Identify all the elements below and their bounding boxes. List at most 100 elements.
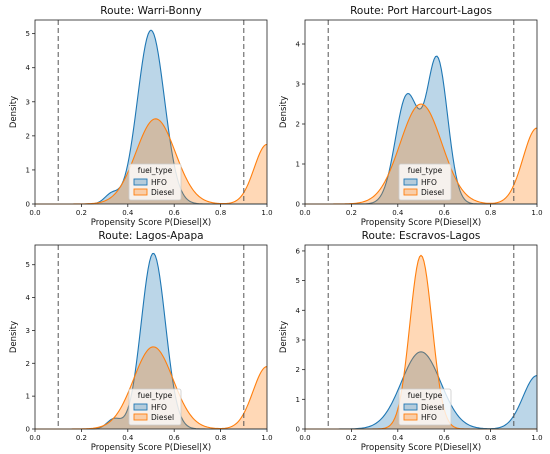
legend-label-hfo: HFO xyxy=(421,413,437,422)
panel-title: Route: Lagos-Apapa xyxy=(98,230,203,242)
legend-swatch-hfo xyxy=(403,178,418,186)
y-tick-label: 3 xyxy=(296,336,300,344)
y-tick-label: 2 xyxy=(26,132,30,140)
legend-label-hfo: HFO xyxy=(421,178,437,187)
x-tick-label: 0.8 xyxy=(485,434,496,442)
y-tick-label: 0 xyxy=(296,201,300,209)
y-tick-label: 3 xyxy=(296,81,300,89)
legend-box xyxy=(398,388,452,426)
y-tick-label: 5 xyxy=(26,30,30,38)
x-tick-label: 0.8 xyxy=(485,209,496,217)
plot-frame xyxy=(304,19,538,205)
y-tick-label: 0 xyxy=(296,426,300,434)
y-axis-label: Density xyxy=(279,321,289,353)
x-axis-label: Propensity Score P(Diesel|X) xyxy=(361,443,481,453)
x-tick-label: 0.4 xyxy=(392,434,404,442)
density-area-diesel xyxy=(35,118,267,204)
y-tick-label: 4 xyxy=(296,307,301,315)
y-tick-label: 2 xyxy=(26,360,30,368)
density-area-hfo xyxy=(305,56,537,204)
density-area-diesel xyxy=(35,346,267,429)
legend-title: fuel_type xyxy=(138,166,173,175)
y-tick-label: 4 xyxy=(26,294,31,302)
x-tick-label: 0.4 xyxy=(122,209,134,217)
x-tick-label: 0.0 xyxy=(29,209,40,217)
x-axis-label: Propensity Score P(Diesel|X) xyxy=(91,218,211,228)
y-axis-label: Density xyxy=(9,96,19,128)
legend-title: fuel_type xyxy=(408,166,443,175)
x-tick-label: 0.4 xyxy=(122,434,134,442)
plot-frame xyxy=(34,244,268,430)
x-tick-label: 0.8 xyxy=(215,434,226,442)
legend-box xyxy=(128,388,182,426)
legend-swatch-hfo xyxy=(403,413,418,421)
legend-label-diesel: Diesel xyxy=(151,188,174,197)
legend-label-hfo: HFO xyxy=(151,403,167,412)
legend-box xyxy=(128,163,182,201)
y-tick-label: 3 xyxy=(26,327,30,335)
y-tick-label: 1 xyxy=(26,166,30,174)
legend-swatch-diesel xyxy=(403,188,418,196)
y-tick-label: 2 xyxy=(296,366,300,374)
legend-label-diesel: Diesel xyxy=(421,188,444,197)
x-tick-label: 0.6 xyxy=(169,209,181,217)
y-tick-label: 6 xyxy=(296,247,301,255)
x-tick-label: 0.0 xyxy=(299,434,310,442)
plot-frame xyxy=(304,244,538,430)
x-tick-label: 0.8 xyxy=(215,209,226,217)
y-tick-label: 0 xyxy=(26,426,30,434)
chart-panel-1: Route: Warri-Bonny 0.0 0.2 0.4 0.6 0.8 1.0 0 1 2 3… xyxy=(9,5,273,228)
y-tick-label: 0 xyxy=(26,201,30,209)
legend-box xyxy=(398,163,452,201)
panel-title: Route: Port Harcourt-Lagos xyxy=(350,5,492,17)
density-area-hfo xyxy=(305,255,537,429)
y-tick-label: 3 xyxy=(26,98,30,106)
y-axis-label: Density xyxy=(9,321,19,353)
density-area-diesel xyxy=(305,104,537,204)
chart-panel-4: Route: Escravos-Lagos 0.0 0.2 0.4 0.6 0.8 1.0 0… xyxy=(279,230,543,453)
y-tick-label: 1 xyxy=(296,396,300,404)
x-tick-label: 0.6 xyxy=(169,434,181,442)
x-tick-label: 0.6 xyxy=(439,434,451,442)
y-tick-label: 1 xyxy=(26,393,30,401)
panel-title: Route: Warri-Bonny xyxy=(100,5,201,17)
density-area-hfo xyxy=(35,253,267,429)
x-tick-label: 0.4 xyxy=(392,209,404,217)
legend-swatch-diesel xyxy=(133,188,148,196)
chart-panel-2: Route: Port Harcourt-Lagos 0.0 0.2 0.4 0.6 0.… xyxy=(279,5,543,228)
x-tick-label: 1.0 xyxy=(531,434,542,442)
legend-swatch-hfo xyxy=(133,403,148,411)
y-tick-label: 5 xyxy=(26,261,30,269)
legend-swatch-diesel xyxy=(403,403,418,411)
y-tick-label: 5 xyxy=(296,277,300,285)
x-axis-label: Propensity Score P(Diesel|X) xyxy=(91,443,211,453)
legend-title: fuel_type xyxy=(408,391,443,400)
x-tick-label: 0.6 xyxy=(439,209,451,217)
y-tick-label: 2 xyxy=(296,121,300,129)
x-tick-label: 0.2 xyxy=(346,209,357,217)
plot-frame xyxy=(34,19,268,205)
legend-label-diesel: Diesel xyxy=(421,403,444,412)
density-area-hfo xyxy=(35,30,267,204)
x-tick-label: 0.2 xyxy=(76,434,87,442)
y-tick-label: 4 xyxy=(296,41,301,49)
legend-swatch-hfo xyxy=(133,178,148,186)
x-tick-label: 1.0 xyxy=(261,209,272,217)
panel-title: Route: Escravos-Lagos xyxy=(362,230,481,242)
legend-swatch-diesel xyxy=(133,413,148,421)
legend-label-hfo: HFO xyxy=(151,178,167,187)
x-tick-label: 0.2 xyxy=(76,209,87,217)
legend-label-diesel: Diesel xyxy=(151,413,174,422)
chart-panel-3: Route: Lagos-Apapa 0.0 0.2 0.4 0.6 0.8 1.0 0 1 2 3… xyxy=(9,230,273,453)
legend-title: fuel_type xyxy=(138,391,173,400)
x-axis-label: Propensity Score P(Diesel|X) xyxy=(361,218,481,228)
y-tick-label: 1 xyxy=(296,161,300,169)
x-tick-label: 0.0 xyxy=(299,209,310,217)
x-tick-label: 0.2 xyxy=(346,434,357,442)
y-tick-label: 4 xyxy=(26,64,31,72)
